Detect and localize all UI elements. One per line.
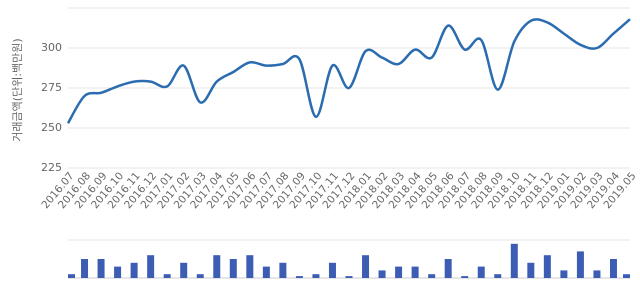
- volume-bar: [312, 274, 320, 278]
- volume-bar: [623, 274, 630, 278]
- volume-bar: [362, 255, 370, 278]
- y-tick-label: 300: [41, 41, 62, 54]
- price-line: [66, 18, 631, 124]
- volume-bar: [494, 274, 502, 278]
- volume-bar: [345, 276, 353, 278]
- volume-bar: [461, 276, 469, 278]
- volume-bar: [543, 255, 551, 278]
- volume-bar: [576, 251, 584, 278]
- y-tick-label: 225: [41, 161, 62, 174]
- volume-bar: [593, 270, 601, 278]
- volume-bar: [477, 266, 485, 278]
- volume-bar: [378, 270, 386, 278]
- volume-bar: [428, 274, 436, 278]
- volume-bar: [213, 255, 221, 278]
- y-axis-label: 거래금액(단위:백만원): [11, 38, 24, 141]
- volume-bar: [130, 262, 138, 278]
- volume-bar: [180, 262, 188, 278]
- volume-bar: [262, 266, 270, 278]
- y-tick-label: 275: [41, 81, 62, 94]
- volume-bar: [196, 274, 204, 278]
- volume-bar: [97, 259, 105, 278]
- y-tick-label: 250: [41, 121, 62, 134]
- volume-bar: [328, 262, 336, 278]
- volume-bar: [560, 270, 568, 278]
- volume-bar: [229, 259, 237, 278]
- volume-bar: [444, 259, 452, 278]
- volume-bar: [510, 243, 518, 278]
- volume-bar: [147, 255, 155, 278]
- volume-bar: [411, 266, 419, 278]
- volume-bar: [609, 259, 617, 278]
- volume-bar: [246, 255, 254, 278]
- volume-bar: [279, 262, 287, 278]
- volume-bar: [68, 274, 75, 278]
- volume-bar: [163, 274, 171, 278]
- volume-bar: [295, 276, 303, 278]
- volume-bar: [81, 259, 89, 278]
- volume-bar: [395, 266, 403, 278]
- volume-bar: [114, 266, 122, 278]
- volume-bar: [527, 262, 535, 278]
